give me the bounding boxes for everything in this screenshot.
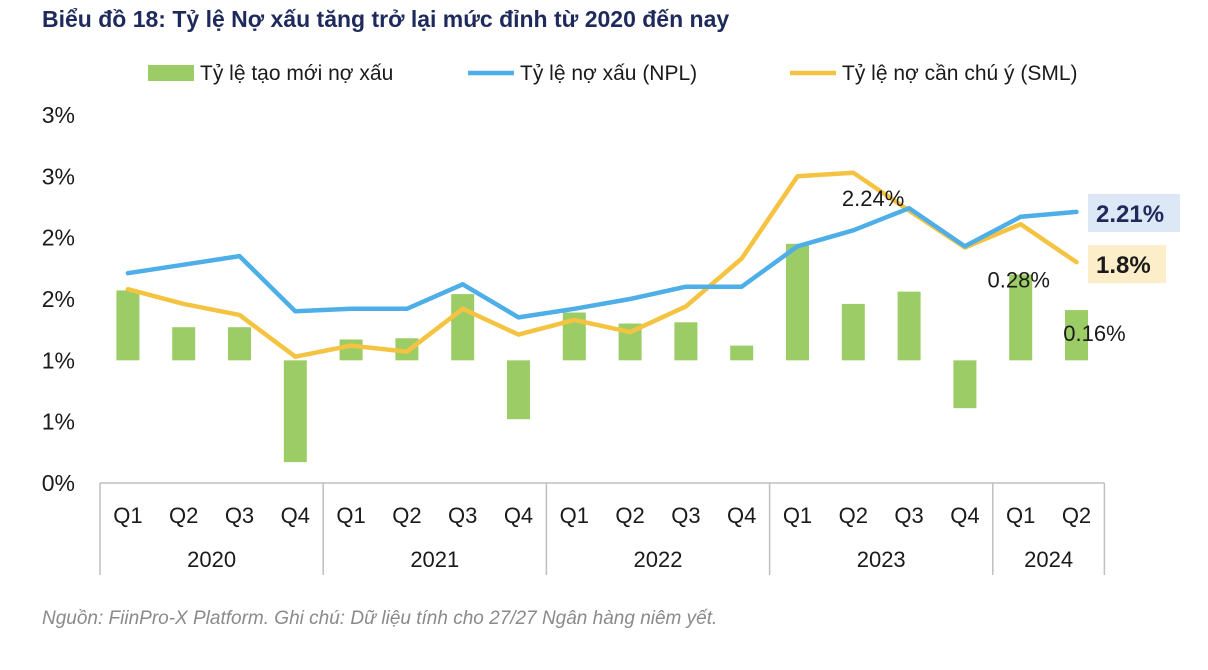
bar-new-npl-rate [172, 327, 196, 361]
y-tick-label: 3% [42, 102, 75, 128]
x-tick-label: Q1 [1006, 503, 1035, 528]
bar-new-npl-rate [674, 322, 698, 361]
bar-new-npl-rate [1009, 274, 1033, 361]
data-label: 0.28% [988, 267, 1050, 292]
year-label: 2021 [410, 547, 459, 572]
x-tick-label: Q4 [950, 503, 979, 528]
npl-line [125, 205, 1079, 320]
x-tick-label: Q2 [839, 503, 868, 528]
bar-new-npl-rate [841, 303, 865, 361]
sml-line [125, 170, 1079, 359]
x-tick-label: Q2 [615, 503, 644, 528]
chart-title: Biểu đồ 18: Tỷ lệ Nợ xấu tăng trở lại mứ… [42, 6, 730, 32]
y-tick-label: 0% [42, 470, 75, 496]
bar-new-npl-rate [897, 291, 921, 361]
x-tick-label: Q1 [336, 503, 365, 528]
legend-label: Tỷ lệ nợ cần chú ý (SML) [842, 62, 1078, 85]
x-tick-label: Q1 [113, 503, 142, 528]
y-tick-label: 1% [42, 409, 75, 435]
x-tick-label: Q3 [448, 503, 477, 528]
x-tick-label: Q3 [894, 503, 923, 528]
bar-new-npl-rate [283, 360, 307, 463]
x-tick-label: Q3 [671, 503, 700, 528]
x-tick-label: Q1 [560, 503, 589, 528]
year-label: 2020 [187, 547, 236, 572]
bar-new-npl-rate [228, 327, 251, 361]
bar-new-npl-rate [1065, 310, 1088, 361]
end-label-text: 1.8% [1096, 252, 1151, 279]
x-tick-label: Q2 [392, 503, 421, 528]
bar-new-npl-rate [730, 345, 754, 361]
x-tick-label: Q2 [1062, 503, 1091, 528]
y-tick-label: 1% [42, 347, 75, 373]
x-tick-label: Q1 [783, 503, 812, 528]
legend-label: Tỷ lệ nợ xấu (NPL) [520, 62, 697, 85]
end-label-text: 2.21% [1096, 201, 1164, 228]
chart-area: 0% 1% 1% 2% 2% 3% 3% Q1 Q2 Q3 Q4 Q1 Q2 Q3 Q4 Q1 Q2 Q3 Q4 Q1… [42, 62, 1180, 575]
legend-label: Tỷ lệ tạo mới nợ xấu [200, 62, 393, 85]
y-tick-label: 3% [42, 163, 75, 189]
year-label: 2024 [1024, 547, 1073, 572]
bar-new-npl-rate [953, 360, 977, 409]
bar-new-npl-rate [786, 243, 809, 361]
bar-new-npl-rate [507, 360, 530, 420]
end-label-box [1088, 245, 1166, 284]
bar-new-npl-rate [339, 339, 363, 361]
year-label: 2022 [634, 547, 683, 572]
x-tick-label: Q2 [169, 503, 198, 528]
bar-new-npl-rate [116, 290, 140, 361]
x-tick-label: Q3 [225, 503, 254, 528]
x-tick-label: Q4 [727, 503, 756, 528]
end-label-box [1088, 193, 1180, 232]
bar-new-npl-rate [562, 312, 586, 361]
y-tick-label: 2% [42, 225, 75, 251]
data-label: 2.24% [842, 186, 904, 211]
data-label: 0.16% [1063, 321, 1125, 346]
x-tick-label: Q4 [504, 503, 533, 528]
y-tick-label: 2% [42, 286, 75, 312]
bar-new-npl-rate [451, 294, 475, 361]
legend-swatch-bar [148, 65, 194, 81]
source-footnote: Nguồn: FiinPro-X Platform. Ghi chú: Dữ l… [42, 608, 718, 629]
year-label: 2023 [857, 547, 906, 572]
x-tick-label: Q4 [281, 503, 310, 528]
